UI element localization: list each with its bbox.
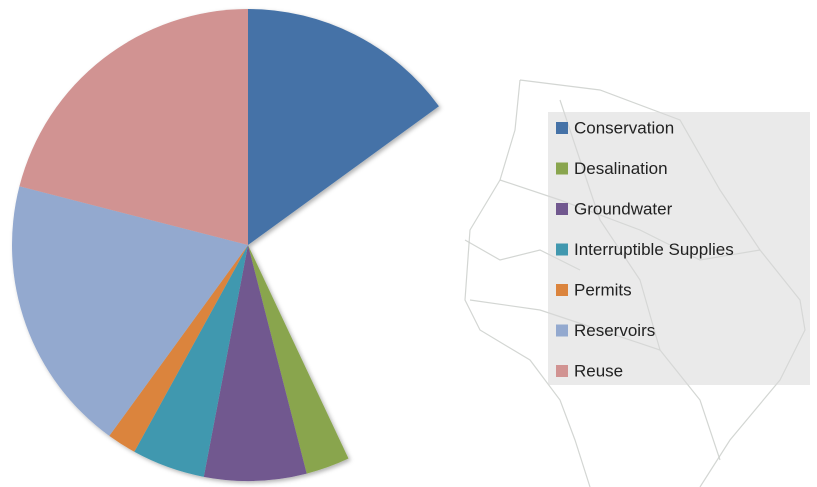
legend-label: Reuse: [574, 361, 623, 380]
legend-label: Permits: [574, 280, 632, 299]
legend: Conservation Desalination Groundwater Inter…: [556, 118, 734, 380]
pie-slice: [134, 245, 248, 477]
legend-swatch: [556, 203, 568, 215]
legend-label: Groundwater: [574, 199, 673, 218]
legend-label: Interruptible Supplies: [574, 240, 734, 259]
pie-slice: [19, 9, 249, 245]
pie-slice: [248, 9, 439, 245]
pie-slice: [12, 186, 249, 436]
legend-swatch: [556, 324, 568, 337]
legend-swatch: [556, 365, 568, 377]
pie-slice: [203, 245, 307, 481]
legend-swatch: [556, 284, 568, 296]
pie-slice: [109, 245, 248, 452]
legend-label: Reservoirs: [574, 321, 655, 340]
pie-slice: [248, 245, 349, 474]
pie: [12, 9, 439, 481]
legend-swatch: [556, 243, 568, 256]
legend-label: Desalination: [574, 159, 668, 178]
legend-swatch: [556, 122, 568, 134]
legend-box: [548, 112, 810, 385]
legend-label: Conservation: [574, 118, 674, 137]
legend-swatch: [556, 162, 568, 175]
